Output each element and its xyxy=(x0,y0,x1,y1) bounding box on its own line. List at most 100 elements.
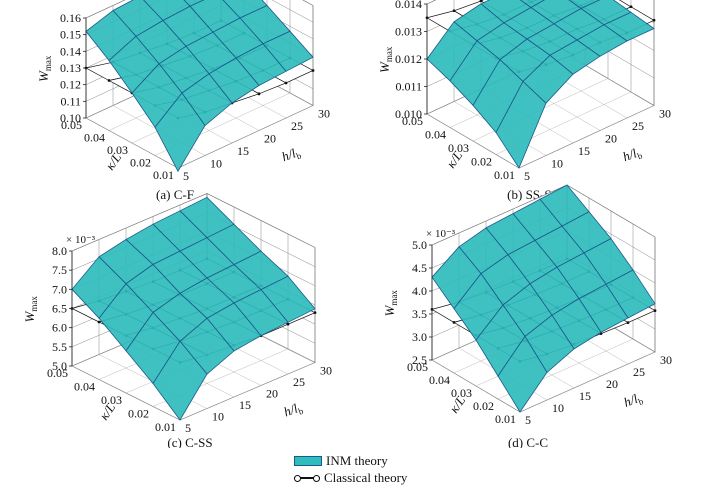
w-tick-label: 0.014 xyxy=(395,0,422,11)
w-tick-label: 5.5 xyxy=(52,340,67,354)
h-tick-label: 30 xyxy=(659,107,671,121)
kappa-tick-label: 0.02 xyxy=(130,156,151,170)
classical-point xyxy=(479,0,483,3)
h-axis-label: h/lb xyxy=(280,144,303,166)
kappa-tick-label: 0.02 xyxy=(471,155,492,169)
panel-c-ss: 5.0 5.5 6.0 6.5 7.0 7.5 8.0 0.01 0.02 0.03 0.04 0.0… xyxy=(22,193,332,448)
panel-ss-ss: 0.0100.0110.0120.0130.0140.010.020.030.0… xyxy=(377,0,671,202)
w-tick-label: 6.0 xyxy=(52,321,67,335)
h-tick-label: 20 xyxy=(605,132,617,146)
w-tick-label: 7.0 xyxy=(52,282,67,296)
inm-patch xyxy=(152,340,208,421)
kappa-tick-label: 0.01 xyxy=(155,420,176,434)
panel-c-f: 0.10 0.11 0.12 0.13 0.14 0.15 0.16 0.010.020.03… xyxy=(36,0,330,202)
kappa-tick-label: 0.01 xyxy=(495,412,516,426)
classical-point xyxy=(311,69,315,72)
h-tick-label: 20 xyxy=(606,377,618,391)
kappa-tick-label: 0.04 xyxy=(84,131,105,145)
panel-c-c: 2.5 3.0 3.5 4.0 4.5 5.0 0.010.020.030.040.05 5 1… xyxy=(382,184,672,448)
kappa-tick-label: 0.02 xyxy=(128,407,149,421)
kappa-tick-label: 0.01 xyxy=(494,168,515,182)
w-tick-label: 0.16 xyxy=(60,11,81,25)
inm-surface xyxy=(85,0,314,173)
w-exponent-label: × 10⁻³ xyxy=(426,228,456,240)
kappa-tick-label: 0.04 xyxy=(429,373,450,387)
w-axis-label: Wmax xyxy=(36,55,53,82)
h-axis-label: h/lb xyxy=(621,144,644,166)
inm-surface xyxy=(426,0,655,169)
classical-point xyxy=(653,309,657,312)
legend: INM theory Classical theory xyxy=(294,452,407,486)
legend-item-inm: INM theory xyxy=(294,452,407,469)
h-tick-label: 10 xyxy=(551,157,563,171)
h-tick-label: 25 xyxy=(293,375,305,389)
w-tick-label: 0.10 xyxy=(60,111,81,125)
inm-patch xyxy=(154,92,206,173)
inm-swatch xyxy=(294,455,322,466)
h-tick-label: 20 xyxy=(266,387,278,401)
w-tick-label: 0.011 xyxy=(395,80,422,94)
w-tick-label: 5.0 xyxy=(52,359,67,373)
classical-point xyxy=(257,92,261,96)
h-tick-label: 30 xyxy=(320,364,332,378)
kappa-tick-label: 0.05 xyxy=(61,118,82,132)
kappa-tick-label: 0.01 xyxy=(153,168,174,182)
panel-caption: (c) C-SS xyxy=(167,435,212,448)
w-tick-label: 6.5 xyxy=(52,302,67,316)
axes: 0.10 0.11 0.12 0.13 0.14 0.15 0.16 0.010.020.03… xyxy=(36,11,330,183)
kappa-tick-label: 0.05 xyxy=(47,366,68,380)
classical-point xyxy=(284,81,288,85)
h-tick-label: 15 xyxy=(579,389,591,403)
h-axis-label: h/lb xyxy=(282,399,305,421)
h-tick-label: 10 xyxy=(552,401,564,415)
h-tick-label: 25 xyxy=(291,119,303,133)
classical-point xyxy=(626,321,630,324)
panel-caption: (a) C-F xyxy=(156,187,194,202)
w-tick-label: 2.5 xyxy=(412,353,427,367)
w-tick-label: 0.012 xyxy=(395,52,422,66)
w-tick-label: 4.0 xyxy=(412,284,427,298)
w-axis-label: Wmax xyxy=(382,290,399,317)
kappa-tick-label: 0.03 xyxy=(101,393,122,407)
inm-patch xyxy=(497,335,548,413)
h-tick-label: 20 xyxy=(264,132,276,146)
legend-item-classical: Classical theory xyxy=(294,469,407,486)
kappa-tick-label: 0.03 xyxy=(107,143,128,157)
figure-canvas: 0.100.110.120.130.140.150.160.010.020.03… xyxy=(22,0,672,448)
kappa-tick-label: 0.02 xyxy=(473,399,494,413)
h-tick-label: 15 xyxy=(578,144,590,158)
inm-patch xyxy=(519,0,546,8)
h-tick-label: 5 xyxy=(524,169,530,183)
h-tick-label: 10 xyxy=(212,410,224,424)
legend-label-inm: INM theory xyxy=(326,453,388,468)
h-tick-label: 25 xyxy=(633,365,645,379)
legend-label-classical: Classical theory xyxy=(324,470,408,485)
classical-point xyxy=(452,321,456,324)
w-tick-label: 8.0 xyxy=(52,244,67,258)
w-tick-label: 0.14 xyxy=(60,44,81,58)
inm-patch xyxy=(495,80,547,169)
h-tick-label: 10 xyxy=(210,157,222,171)
h-tick-label: 30 xyxy=(318,107,330,121)
w-tick-label: 3.5 xyxy=(412,307,427,321)
h-tick-label: 5 xyxy=(525,413,531,427)
classical-point xyxy=(107,79,111,82)
w-tick-label: 7.5 xyxy=(52,263,67,277)
h-tick-label: 15 xyxy=(237,144,249,158)
w-tick-label: 0.12 xyxy=(60,78,81,92)
classical-point xyxy=(629,5,633,9)
classical-point xyxy=(313,311,317,315)
h-tick-label: 15 xyxy=(239,398,251,412)
w-tick-label: 5.0 xyxy=(412,238,427,252)
kappa-tick-label: 0.03 xyxy=(451,386,472,400)
w-tick-label: 4.5 xyxy=(412,261,427,275)
w-tick-label: 0.010 xyxy=(395,107,422,121)
kappa-tick-label: 0.04 xyxy=(74,380,95,394)
w-tick-label: 0.13 xyxy=(60,61,81,75)
w-exponent-label: × 10⁻³ xyxy=(66,234,96,246)
classical-point xyxy=(97,320,101,324)
classical-point xyxy=(452,9,456,13)
classical-point xyxy=(652,18,656,22)
h-tick-label: 30 xyxy=(660,353,672,367)
w-axis-label: Wmax xyxy=(22,296,39,323)
